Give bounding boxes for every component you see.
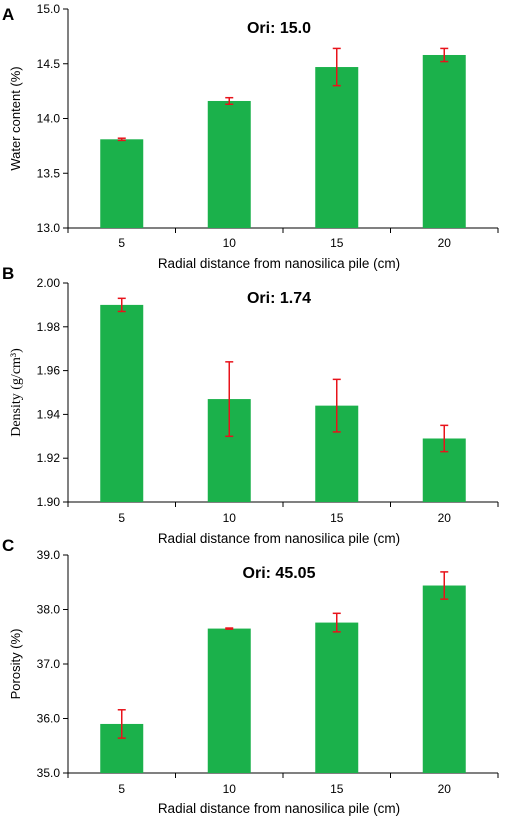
panel-letter: B: [2, 264, 14, 283]
x-tick-label: 15: [330, 236, 344, 250]
y-tick-label: 37.0: [37, 657, 61, 671]
y-tick-label: 14.5: [37, 57, 61, 71]
x-tick-label: 10: [223, 511, 237, 525]
y-tick-label: 2.00: [37, 276, 61, 290]
chart-annotation: Ori: 1.74: [247, 290, 311, 307]
x-tick-label: 20: [438, 782, 452, 796]
y-tick-label: 1.94: [37, 407, 61, 421]
y-tick-label: 36.0: [37, 712, 61, 726]
x-tick-label: 10: [223, 236, 237, 250]
x-axis-label: Radial distance from nanosilica pile (cm…: [158, 531, 400, 546]
y-tick-label: 13.0: [37, 221, 61, 235]
x-axis-label: Radial distance from nanosilica pile (cm…: [158, 256, 400, 271]
y-tick-label: 1.96: [37, 364, 61, 378]
y-tick-label: 35.0: [37, 766, 61, 780]
x-tick-label: 15: [330, 511, 344, 525]
y-tick-label: 1.90: [37, 495, 61, 509]
bar: [422, 585, 466, 773]
x-axis-label: Radial distance from nanosilica pile (cm…: [158, 801, 400, 816]
y-tick-label: 38.0: [37, 603, 61, 617]
x-tick-label: 20: [438, 511, 452, 525]
y-tick-label: 1.98: [37, 320, 61, 334]
x-tick-label: 20: [438, 236, 452, 250]
y-tick-label: 1.92: [37, 451, 61, 465]
y-axis-label: Water content (%): [8, 66, 23, 170]
y-tick-label: 15.0: [37, 2, 61, 16]
x-tick-label: 15: [330, 782, 344, 796]
y-tick-label: 14.0: [37, 112, 61, 126]
x-tick-label: 5: [118, 236, 125, 250]
x-tick-label: 10: [223, 782, 237, 796]
bar: [422, 54, 466, 228]
bar: [315, 67, 359, 228]
y-tick-label: 13.5: [37, 166, 61, 180]
bar: [207, 628, 251, 773]
chart-annotation: Ori: 45.05: [243, 565, 316, 582]
y-tick-label: 39.0: [37, 548, 61, 562]
x-tick-label: 5: [118, 511, 125, 525]
chart-annotation: Ori: 15.0: [247, 20, 311, 37]
bar: [315, 622, 359, 773]
panel-letter: C: [2, 536, 14, 555]
bar: [100, 304, 144, 502]
bar: [100, 139, 144, 228]
bar: [207, 100, 251, 228]
y-axis-label: Density (g/cm³): [9, 348, 24, 437]
x-tick-label: 5: [118, 782, 125, 796]
y-axis-label: Porosity (%): [8, 629, 23, 700]
panel-letter: A: [2, 5, 14, 24]
